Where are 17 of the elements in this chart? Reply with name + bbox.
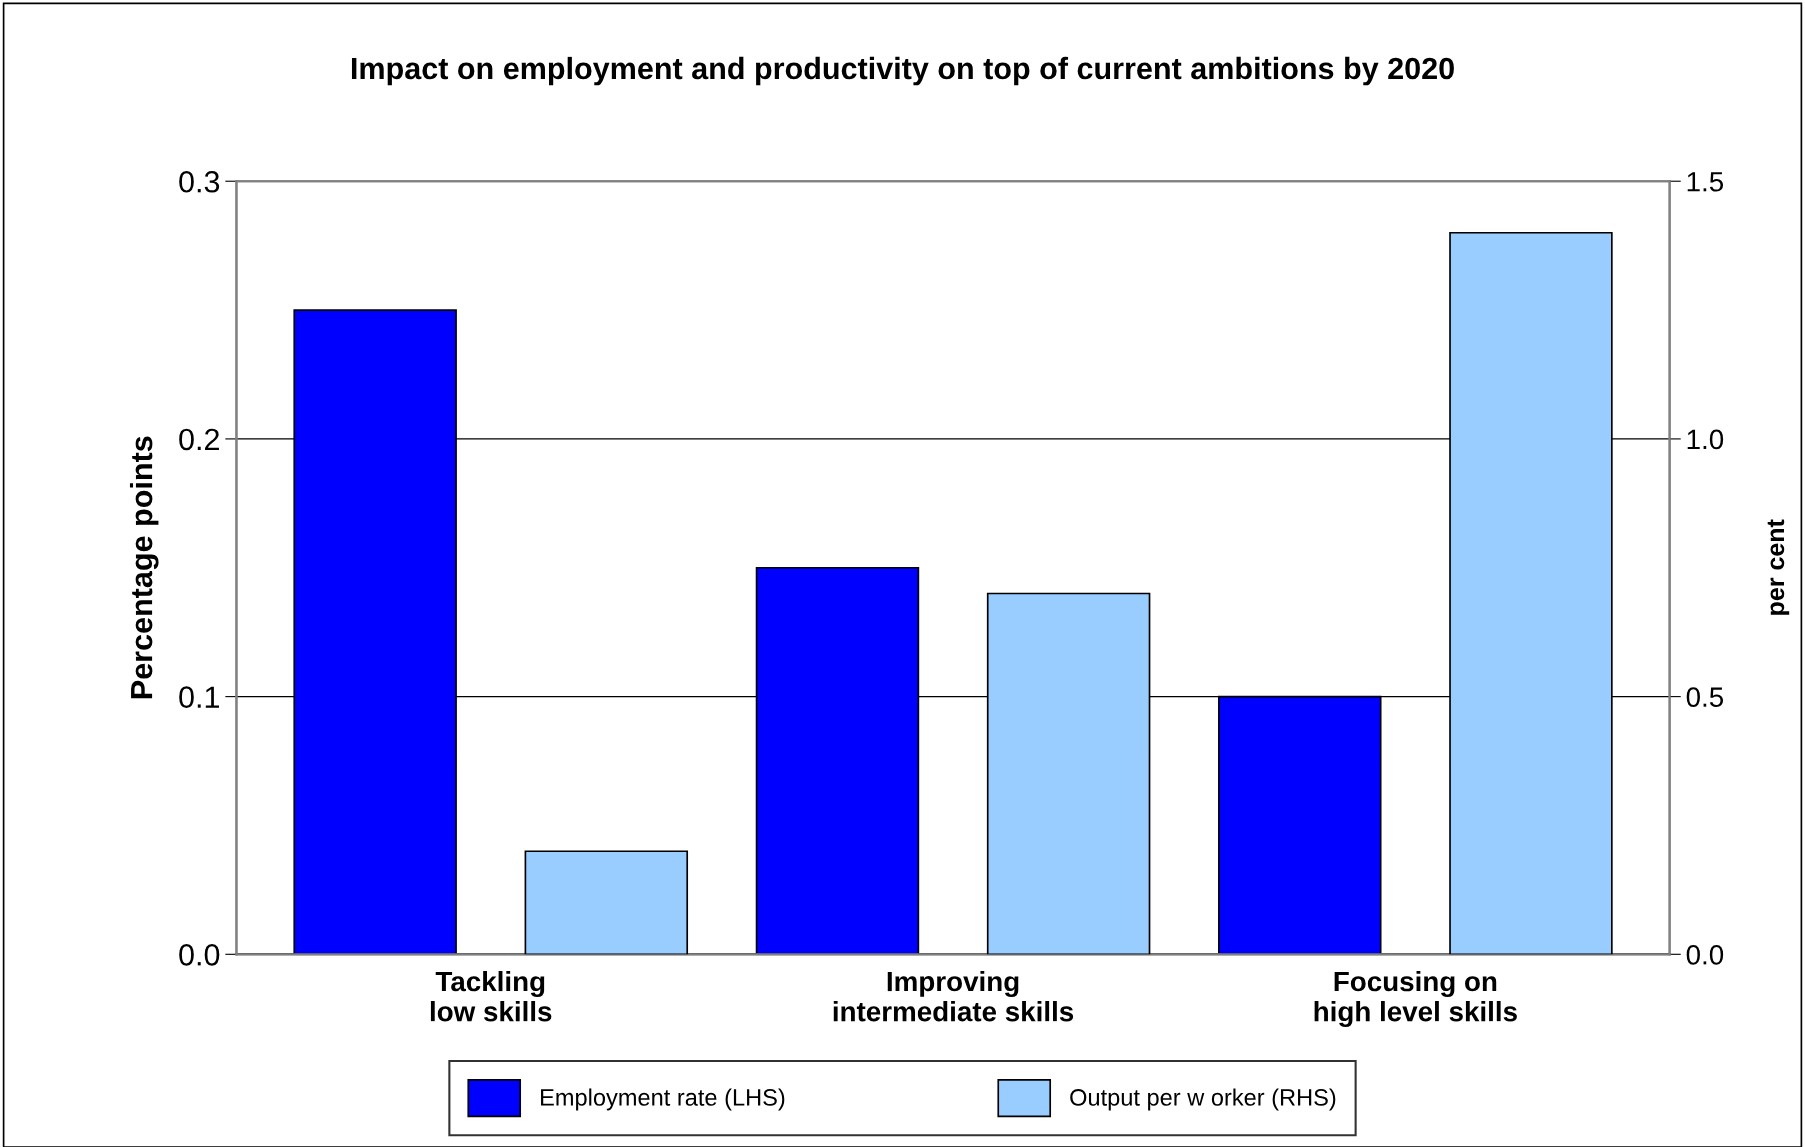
y2-tick-label: 1.5: [1687, 172, 1724, 192]
y-tick-label: 0.1: [179, 686, 219, 708]
y-tick-label: 0.2: [179, 428, 219, 451]
x-tick-label: Tackling low skills: [430, 970, 552, 1022]
chart-title: Impact on employment and productivity on top of current ambitions by 2020: [351, 56, 1454, 86]
y-axis-title: Percentage points: [129, 436, 159, 699]
y2-tick-label: 0.0: [1686, 944, 1724, 965]
bar: [524, 850, 689, 955]
legend-label: Employment rate (LHS): [541, 1088, 785, 1111]
y-tick-label: 0.3: [179, 170, 220, 193]
y2-tick-label: 0.5: [1686, 687, 1724, 707]
y2-axis-title: per cent: [1767, 519, 1790, 615]
y-tick-label: 0.0: [179, 944, 220, 966]
x-tick-label: Improving intermediate skills: [833, 970, 1074, 1022]
legend-label: Output per w orker (RHS): [1070, 1088, 1336, 1111]
y2-tick-label: 1.0: [1687, 429, 1724, 450]
x-tick-label: Focusing on high level skills: [1314, 970, 1517, 1028]
